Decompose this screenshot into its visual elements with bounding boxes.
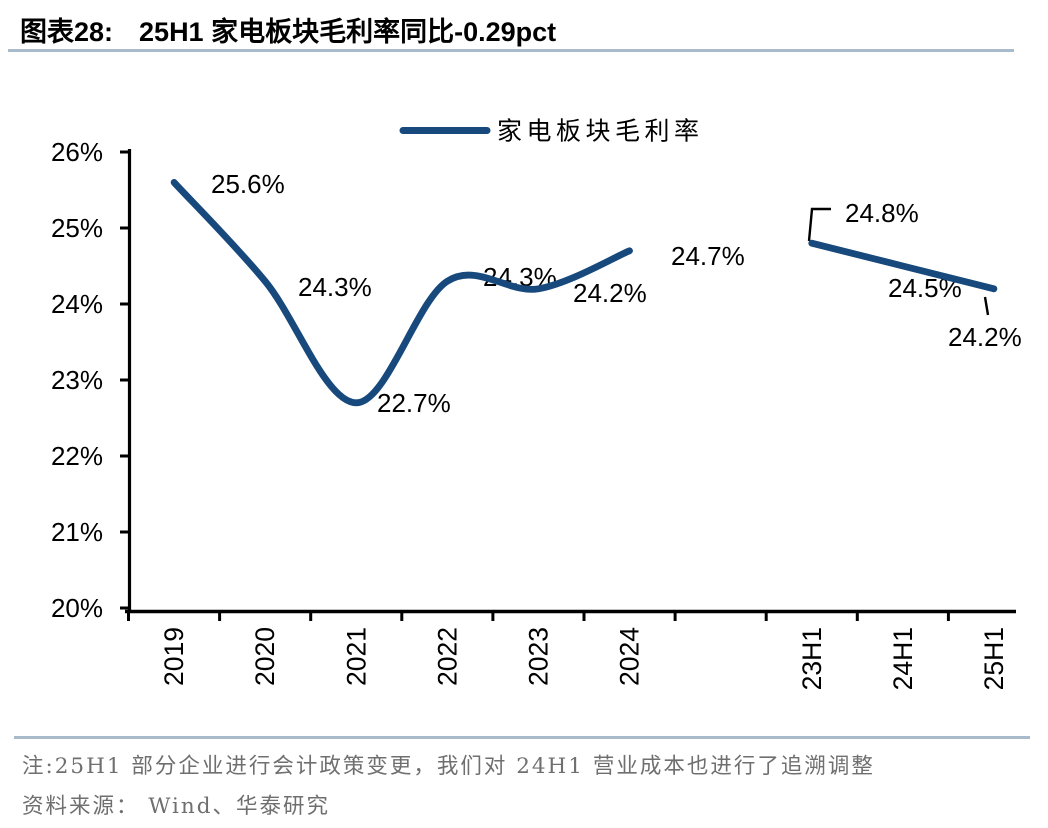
x-axis-tick-label-25H1: 25H1 [979, 627, 1009, 690]
figure-title: 25H1 家电板块毛利率同比-0.29pct [139, 17, 557, 47]
data-label-2021: 22.7% [377, 388, 451, 418]
y-axis-tick-label: 20% [51, 593, 103, 623]
series-path-annual [170, 179, 633, 407]
series-path-half_year [808, 239, 998, 293]
data-label-23H1: 24.8% [845, 198, 919, 228]
x-axis-tick-label-2024: 2024 [615, 627, 645, 686]
data-label-2024: 24.7% [671, 241, 745, 271]
title-divider [8, 49, 1014, 52]
x-axis-tick-label-2021: 2021 [341, 627, 371, 686]
figure-label: 图表28: [20, 17, 114, 47]
y-axis-tick-label: 24% [51, 289, 103, 319]
figure-source: 资料来源： Wind、华泰研究 [22, 794, 331, 819]
x-axis-tick-label-23H1: 23H1 [797, 627, 827, 690]
x-axis-tick-label-2020: 2020 [250, 627, 280, 686]
x-axis-tick-label-2023: 2023 [523, 627, 553, 686]
legend-label: 家电板块毛利率 [497, 117, 704, 146]
figure-footer: 注:25H1 部分企业进行会计政策变更，我们对 24H1 营业成本也进行了追溯调… [14, 736, 1030, 820]
leader-line-25h1 [983, 296, 990, 316]
x-axis-tick-label-2019: 2019 [159, 627, 189, 686]
leader-line-23h1 [807, 207, 831, 242]
y-axis-tick-label: 22% [51, 441, 103, 471]
y-axis-tick-label: 21% [51, 517, 103, 547]
figure-note: 注:25H1 部分企业进行会计政策变更，我们对 24H1 营业成本也进行了追溯调… [22, 754, 875, 779]
data-label-25H1: 24.2% [948, 322, 1022, 352]
x-axis-tick-label-2022: 2022 [432, 627, 462, 686]
y-axis-tick-label: 26% [51, 137, 103, 167]
figure-header: 图表28: 25H1 家电板块毛利率同比-0.29pct [20, 10, 556, 49]
y-axis-tick-label: 25% [51, 213, 103, 243]
y-axis-tick-label: 23% [51, 365, 103, 395]
x-axis-tick-label-24H1: 24H1 [888, 627, 918, 690]
data-label-2023: 24.2% [573, 278, 647, 308]
data-label-2019: 25.6% [211, 169, 285, 199]
data-label-2020: 24.3% [298, 272, 372, 302]
gross-margin-line-chart: 20% 21% 22% 23% 24% 25% 26% 2019 2020 2021 2022 202… [51, 117, 1022, 691]
